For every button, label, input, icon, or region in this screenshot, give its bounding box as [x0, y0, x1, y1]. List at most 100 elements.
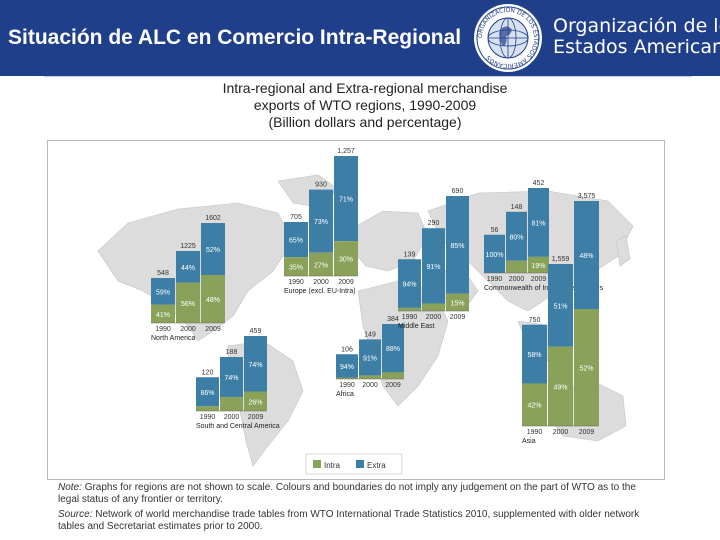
- bar-year-label: 2000: [313, 279, 329, 286]
- region-name-label: Commonwealth of Independent States: [484, 285, 604, 292]
- bar-total-label: 3,575: [578, 193, 596, 200]
- region-name-label: Asia: [522, 438, 536, 445]
- bar-extra: [548, 264, 573, 347]
- bar-intra: [309, 252, 333, 276]
- bar-year-label: 1990: [527, 429, 543, 436]
- source-paragraph: Source: Network of world merchandise tra…: [58, 509, 658, 533]
- bar-intra-pct-label: 35%: [289, 265, 303, 272]
- bar-extra: [151, 278, 175, 305]
- bar-year-label: 2000: [224, 414, 240, 421]
- bar-intra: [446, 293, 469, 311]
- oas-seal-logo: ORGANIZACION DE LOS ESTADOS AMERICANOS: [474, 4, 542, 72]
- bar-extra: [574, 201, 599, 309]
- bar-intra: [244, 391, 267, 411]
- note-paragraph: Note: Graphs for regions are not shown t…: [58, 482, 658, 506]
- header-divider: [44, 76, 692, 77]
- bar-extra: [422, 228, 445, 304]
- bar-extra: [506, 211, 527, 261]
- bar-intra-pct-label: 15%: [450, 300, 464, 307]
- bar-total-label: 1225: [180, 243, 196, 250]
- bar-year-label: 2000: [426, 314, 442, 321]
- chart-legend: Intra Extra: [305, 453, 403, 475]
- bar-extra: [176, 251, 200, 283]
- bar-intra: [548, 346, 573, 426]
- bar-intra: [522, 383, 547, 426]
- bar-extra-pct-label: 51%: [553, 303, 567, 310]
- note-text: Graphs for regions are not shown to scal…: [58, 482, 636, 505]
- bar-extra-pct-label: 91%: [363, 355, 377, 362]
- chart-title-line1: Intra-regional and Extra-regional mercha…: [222, 80, 508, 96]
- bar-intra: [528, 256, 549, 273]
- region-group: 120 86% 1990 188 74% 2000 459 74% 26% 2009 South a…: [196, 328, 280, 430]
- bar-intra-pct-label: 56%: [181, 301, 195, 308]
- bar-total-label: 149: [364, 331, 376, 338]
- region-name-label: North America: [151, 335, 195, 342]
- header-banner: Situación de ALC en Comercio Intra-Regio…: [0, 0, 720, 76]
- bar-intra: [336, 377, 358, 379]
- bar-total-label: 120: [202, 369, 214, 376]
- bar-extra-pct-label: 94%: [340, 364, 354, 371]
- org-name-line2: Estados Americanos: [553, 36, 720, 58]
- bar-intra: [574, 309, 599, 426]
- map-chart-svg: 548 59% 41% 1990 1225 44% 56% 2000 1602 52% 48% 200…: [97, 148, 634, 475]
- bar-year-label: 1990: [288, 279, 304, 286]
- bar-year-label: 1990: [487, 276, 503, 283]
- bar-extra-pct-label: 58%: [527, 352, 541, 359]
- legend-box: [305, 453, 403, 475]
- bar-intra-pct-label: 48%: [206, 297, 220, 304]
- bar-year-label: 2000: [362, 382, 378, 389]
- source-text: Network of world merchandise trade table…: [58, 509, 640, 532]
- bar-intra: [506, 260, 527, 273]
- bar-year-label: 2009: [338, 279, 354, 286]
- legend-swatch-extra: [356, 460, 364, 468]
- bar-year-label: 1990: [339, 382, 355, 389]
- bar-extra-pct-label: 71%: [339, 197, 353, 204]
- bar-extra-pct-label: 59%: [156, 289, 170, 296]
- bar-intra-pct-label: 30%: [339, 257, 353, 264]
- bar-extra: [220, 357, 243, 397]
- bar-extra: [359, 339, 381, 376]
- bar-intra-pct-label: 41%: [156, 312, 170, 319]
- bar-extra-pct-label: 85%: [450, 243, 464, 250]
- bar-intra: [176, 282, 200, 323]
- bar-intra: [284, 257, 308, 276]
- region-name-label: South and Central America: [196, 423, 280, 430]
- bar-total-label: 930: [315, 182, 327, 189]
- bar-intra-pct-label: 52%: [579, 366, 593, 373]
- bar-year-label: 2009: [579, 429, 595, 436]
- region-group: 139 94% 1990 290 91% 2000 690 85% 15% 2009 Middle …: [398, 188, 469, 330]
- bar-extra-pct-label: 100%: [486, 252, 504, 259]
- bar-extra: [196, 377, 219, 407]
- region-group: 705 65% 35% 1990 930 73% 27% 2000 1,257 71% 30% 200…: [284, 148, 358, 295]
- bar-total-label: 705: [290, 214, 302, 221]
- region-name-label: Europe (excl. EU-Intra): [284, 288, 356, 295]
- bar-total-label: 548: [157, 270, 169, 277]
- bar-extra-pct-label: 65%: [289, 238, 303, 245]
- bar-extra-pct-label: 86%: [200, 390, 214, 397]
- bar-extra-pct-label: 52%: [206, 247, 220, 254]
- bar-year-label: 2000: [180, 326, 196, 333]
- bar-extra: [334, 156, 358, 242]
- bar-year-label: 2009: [385, 382, 401, 389]
- bar-extra-pct-label: 88%: [386, 346, 400, 353]
- bar-year-label: 1990: [200, 414, 216, 421]
- bar-total-label: 56: [491, 227, 499, 234]
- region-name-label: Middle East: [398, 323, 435, 330]
- bar-intra: [220, 396, 243, 411]
- organization-name: Organización de los Estados Americanos: [553, 16, 720, 58]
- bar-total-label: 690: [452, 188, 464, 195]
- bar-intra-pct-label: 49%: [553, 384, 567, 391]
- bar-extra-pct-label: 80%: [509, 234, 523, 241]
- bar-total-label: 106: [341, 346, 353, 353]
- bar-year-label: 2009: [205, 326, 221, 333]
- bar-intra: [151, 304, 175, 323]
- japan-shape: [615, 235, 631, 267]
- source-label: Source:: [58, 509, 93, 520]
- bar-extra-pct-label: 81%: [531, 220, 545, 227]
- bar-extra: [522, 324, 547, 384]
- bar-intra-pct-label: 42%: [527, 403, 541, 410]
- bar-total-label: 384: [387, 316, 399, 323]
- bar-extra: [484, 234, 505, 273]
- bar-intra: [334, 241, 358, 276]
- bar-total-label: 1602: [205, 215, 221, 222]
